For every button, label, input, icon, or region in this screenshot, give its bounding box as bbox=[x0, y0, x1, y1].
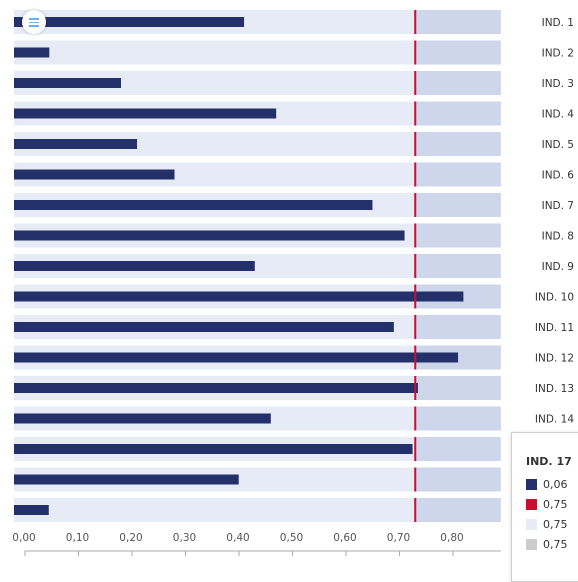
band-right bbox=[415, 315, 501, 339]
bar bbox=[14, 352, 459, 363]
tooltip-title: IND. 17 bbox=[526, 455, 572, 468]
band-right bbox=[415, 10, 501, 34]
bar bbox=[14, 47, 50, 58]
x-tick-label: 0,00 bbox=[12, 532, 35, 544]
bar bbox=[14, 291, 464, 302]
chart-menu-button[interactable] bbox=[22, 10, 46, 34]
category-label: IND. 14 bbox=[535, 414, 574, 426]
band-right bbox=[415, 101, 501, 126]
x-tick-label: 0,10 bbox=[66, 532, 89, 544]
category-label: IND. 8 bbox=[542, 231, 574, 243]
band-right bbox=[415, 498, 501, 522]
threshold-marker bbox=[414, 71, 417, 95]
threshold-marker bbox=[414, 40, 417, 65]
x-tick-label: 0,50 bbox=[280, 532, 303, 544]
tooltip-value-other: 0,75 bbox=[543, 537, 568, 551]
category-label: IND. 11 bbox=[535, 322, 574, 334]
threshold-marker bbox=[414, 162, 417, 187]
threshold-marker bbox=[414, 345, 417, 370]
hamburger-icon-line bbox=[29, 21, 39, 23]
tooltip-swatch-bar bbox=[526, 478, 537, 490]
bar bbox=[14, 78, 121, 88]
band-right bbox=[415, 437, 501, 461]
band-right bbox=[415, 71, 501, 95]
bar bbox=[14, 200, 373, 210]
category-label: IND. 3 bbox=[542, 78, 574, 90]
category-label: IND. 7 bbox=[542, 200, 574, 212]
band-right bbox=[415, 376, 501, 400]
category-label: IND. 5 bbox=[542, 139, 574, 151]
tooltip-swatch-band bbox=[526, 518, 537, 530]
category-label: IND. 2 bbox=[542, 48, 574, 60]
threshold-marker bbox=[414, 376, 417, 400]
threshold-marker bbox=[414, 406, 417, 431]
tooltip-value-threshold: 0,75 bbox=[543, 497, 568, 511]
tooltip-value-band: 0,75 bbox=[543, 517, 568, 531]
x-tick-label: 0,20 bbox=[119, 532, 142, 544]
bar bbox=[14, 474, 239, 485]
x-tick-label: 0,60 bbox=[333, 532, 356, 544]
bar bbox=[14, 139, 138, 149]
category-label: IND. 13 bbox=[535, 383, 574, 395]
threshold-marker bbox=[414, 437, 417, 461]
threshold-marker bbox=[414, 193, 417, 217]
category-label: IND. 9 bbox=[542, 261, 574, 273]
band-right bbox=[415, 223, 501, 248]
bar bbox=[14, 230, 405, 241]
threshold-marker bbox=[414, 315, 417, 339]
bar bbox=[14, 261, 255, 271]
band-right bbox=[415, 467, 501, 492]
threshold-marker bbox=[414, 10, 417, 34]
tooltip-value-bar: 0,06 bbox=[543, 477, 568, 491]
x-tick-label: 0,80 bbox=[440, 532, 463, 544]
hamburger-icon bbox=[29, 18, 39, 20]
category-label: IND. 12 bbox=[535, 353, 574, 365]
threshold-marker bbox=[414, 223, 417, 248]
threshold-marker bbox=[414, 498, 417, 522]
bar bbox=[14, 413, 271, 424]
threshold-marker bbox=[414, 132, 417, 156]
band-left bbox=[14, 498, 416, 522]
category-label: IND. 4 bbox=[542, 109, 575, 121]
band-right bbox=[415, 40, 501, 65]
bar bbox=[14, 444, 413, 454]
category-label: IND. 6 bbox=[542, 170, 575, 182]
hamburger-icon-line bbox=[29, 25, 39, 27]
bar bbox=[14, 108, 277, 119]
tooltip-row-threshold: 0,75 bbox=[526, 494, 578, 514]
threshold-marker bbox=[414, 467, 417, 492]
tooltip-swatch-threshold bbox=[526, 498, 537, 510]
tooltip-swatch-other bbox=[526, 538, 537, 550]
category-label: IND. 10 bbox=[535, 292, 574, 304]
band-right bbox=[415, 132, 501, 156]
threshold-marker bbox=[414, 254, 417, 278]
tooltip-row-other: 0,75 bbox=[526, 534, 578, 554]
band-right bbox=[415, 406, 501, 431]
band-left bbox=[14, 40, 416, 65]
bar bbox=[14, 505, 49, 515]
chart-tooltip: IND. 17 0,06 0,75 0,75 0,75 bbox=[511, 432, 578, 582]
x-tick-label: 0,30 bbox=[173, 532, 196, 544]
category-label: IND. 1 bbox=[542, 17, 574, 29]
threshold-marker bbox=[414, 101, 417, 126]
bar bbox=[14, 169, 175, 180]
bar bbox=[14, 17, 245, 27]
band-right bbox=[415, 193, 501, 217]
tooltip-row-bar: 0,06 bbox=[526, 474, 578, 494]
band-right bbox=[415, 162, 501, 187]
x-tick-label: 0,70 bbox=[387, 532, 410, 544]
x-tick-label: 0,40 bbox=[226, 532, 249, 544]
threshold-marker bbox=[414, 284, 417, 309]
bar bbox=[14, 322, 394, 332]
bar bbox=[14, 383, 418, 393]
tooltip-row-band: 0,75 bbox=[526, 514, 578, 534]
bar-chart: IND. 1 IND. 2 IND. 3 IND. 4 IND. 5 IND. 6 IND.… bbox=[12, 10, 575, 556]
band-right bbox=[415, 254, 501, 278]
